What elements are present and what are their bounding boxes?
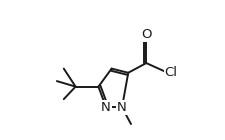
Text: O: O xyxy=(140,28,151,41)
Text: N: N xyxy=(101,101,110,114)
Text: Cl: Cl xyxy=(164,66,177,79)
Text: N: N xyxy=(117,101,126,114)
